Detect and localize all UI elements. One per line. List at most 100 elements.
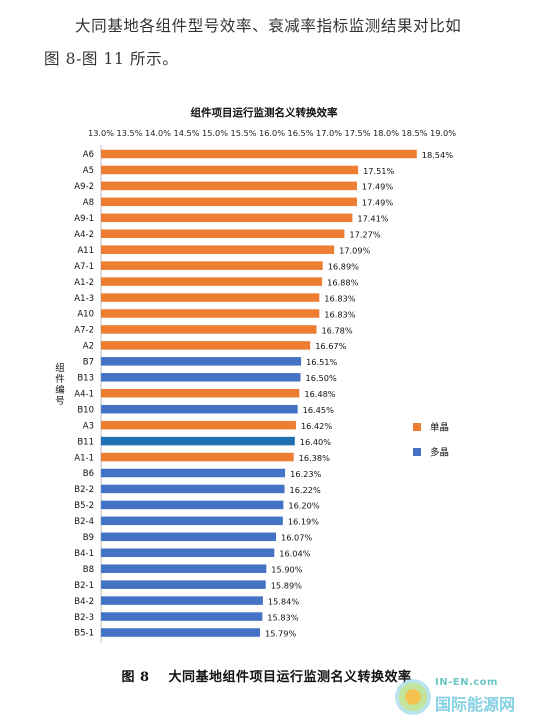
bar-a2: [101, 341, 311, 350]
category-label: B4-2: [74, 597, 94, 607]
value-label: 16.83%: [324, 293, 355, 303]
value-label: 15.84%: [268, 596, 299, 606]
value-label: 16.22%: [290, 485, 321, 495]
x-tick-label: 15.5%: [230, 128, 256, 138]
bar-b6: [101, 468, 286, 478]
value-label: 17.49%: [362, 198, 393, 208]
x-tick-label: 17.0%: [316, 128, 342, 138]
category-label: A1-1: [74, 453, 94, 463]
x-tick-label: 16.0%: [259, 128, 285, 138]
value-label: 17.49%: [362, 182, 393, 192]
bar-a1-2: [101, 277, 323, 286]
bar-a1-3: [101, 293, 320, 302]
value-label: 16.38%: [299, 453, 330, 463]
bar-a7-1: [101, 261, 323, 270]
bar-a6: [101, 149, 417, 159]
bar-b5-1: [101, 628, 261, 637]
figure-number: 图 8: [121, 670, 150, 685]
bar-a5: [101, 165, 359, 175]
x-tick-label: 14.5%: [173, 128, 199, 138]
category-label: B5-2: [74, 501, 94, 511]
category-label: B2-1: [74, 581, 94, 591]
value-label: 16.42%: [301, 421, 332, 431]
bar-b9: [101, 532, 276, 542]
category-label: B5-1: [74, 629, 94, 639]
category-label: B9: [83, 533, 94, 543]
bar-a11: [101, 245, 335, 254]
value-label: 16.20%: [288, 501, 319, 511]
intro-line-2: 图 8-图 11 所示。: [44, 50, 179, 68]
bar-a8: [101, 197, 357, 207]
bar-a4-1: [101, 389, 300, 398]
value-label: 16.04%: [279, 549, 310, 559]
bar-a9-2: [101, 181, 357, 191]
bar-b4-2: [101, 596, 263, 605]
value-label: 16.51%: [306, 357, 337, 367]
category-label: A7-2: [74, 326, 94, 336]
category-label: B2-4: [74, 517, 94, 527]
value-label: 18.54%: [422, 150, 453, 160]
x-tick-label: 14.0%: [145, 128, 171, 138]
category-label: B11: [77, 437, 94, 447]
bar-b10: [101, 404, 298, 414]
category-label: A6: [83, 150, 94, 160]
category-label: A1-2: [74, 278, 94, 288]
category-label: B2-3: [74, 613, 94, 623]
bar-b2-4: [101, 516, 283, 526]
x-tick-label: 13.0%: [88, 128, 114, 138]
x-tick-label: 18.0%: [373, 128, 399, 138]
value-label: 17.51%: [363, 166, 394, 176]
legend-label: 单晶: [430, 422, 449, 434]
category-label: A4-2: [74, 230, 94, 240]
category-label: B6: [83, 469, 94, 479]
category-label: A1-3: [74, 294, 94, 304]
watermark-logo: IN-EN.com 国际能源网: [395, 675, 525, 719]
bar-a4-2: [101, 229, 345, 238]
category-label: A8: [83, 198, 94, 208]
category-label: B4-1: [74, 549, 94, 559]
value-label: 16.23%: [290, 469, 321, 479]
bar-b8: [101, 564, 267, 573]
value-label: 17.27%: [349, 230, 380, 240]
value-label: 16.88%: [327, 277, 358, 287]
y-axis-title-char: 件: [55, 373, 65, 385]
category-label: A3: [83, 421, 94, 431]
bar-b2-3: [101, 612, 263, 621]
x-tick-label: 13.5%: [116, 128, 142, 138]
value-label: 15.89%: [271, 580, 302, 590]
category-label: A5: [83, 166, 94, 176]
bar-b11: [101, 436, 295, 446]
legend-label: 多晶: [430, 447, 449, 459]
y-axis-title-char: 组: [55, 362, 65, 374]
value-label: 15.90%: [271, 565, 302, 575]
legend-swatch: [413, 423, 421, 431]
intro-line-1: 大同基地各组件型号效率、衰减率指标监测结果对比如: [75, 17, 462, 35]
value-label: 16.19%: [288, 517, 319, 527]
value-label: 17.09%: [339, 246, 370, 256]
intro-paragraph: 大同基地各组件型号效率、衰减率指标监测结果对比如 图 8-图 11 所示。: [44, 10, 514, 76]
bar-a7-2: [101, 325, 317, 334]
x-tick-label: 19.0%: [430, 128, 456, 138]
value-label: 15.83%: [267, 612, 298, 622]
x-tick-label: 15.0%: [202, 128, 228, 138]
category-label: A9-2: [74, 182, 94, 192]
value-label: 16.50%: [306, 373, 337, 383]
category-label: A4-1: [74, 389, 94, 399]
value-label: 16.78%: [321, 325, 352, 335]
value-label: 16.07%: [281, 533, 312, 543]
bar-b2-2: [101, 484, 285, 494]
category-label: A9-1: [74, 214, 94, 224]
y-axis-title-char: 编: [55, 384, 65, 396]
bar-a10: [101, 309, 320, 318]
x-tick-label: 18.5%: [401, 128, 427, 138]
category-label: A10: [77, 310, 94, 320]
value-label: 16.83%: [324, 309, 355, 319]
category-label: A2: [83, 342, 94, 352]
category-label: A11: [77, 246, 94, 256]
category-label: B8: [83, 565, 94, 575]
category-label: B7: [83, 358, 94, 368]
watermark-en: IN-EN.com: [435, 677, 498, 688]
value-label: 16.40%: [300, 437, 331, 447]
value-label: 15.79%: [265, 628, 296, 638]
bar-b13: [101, 373, 301, 382]
